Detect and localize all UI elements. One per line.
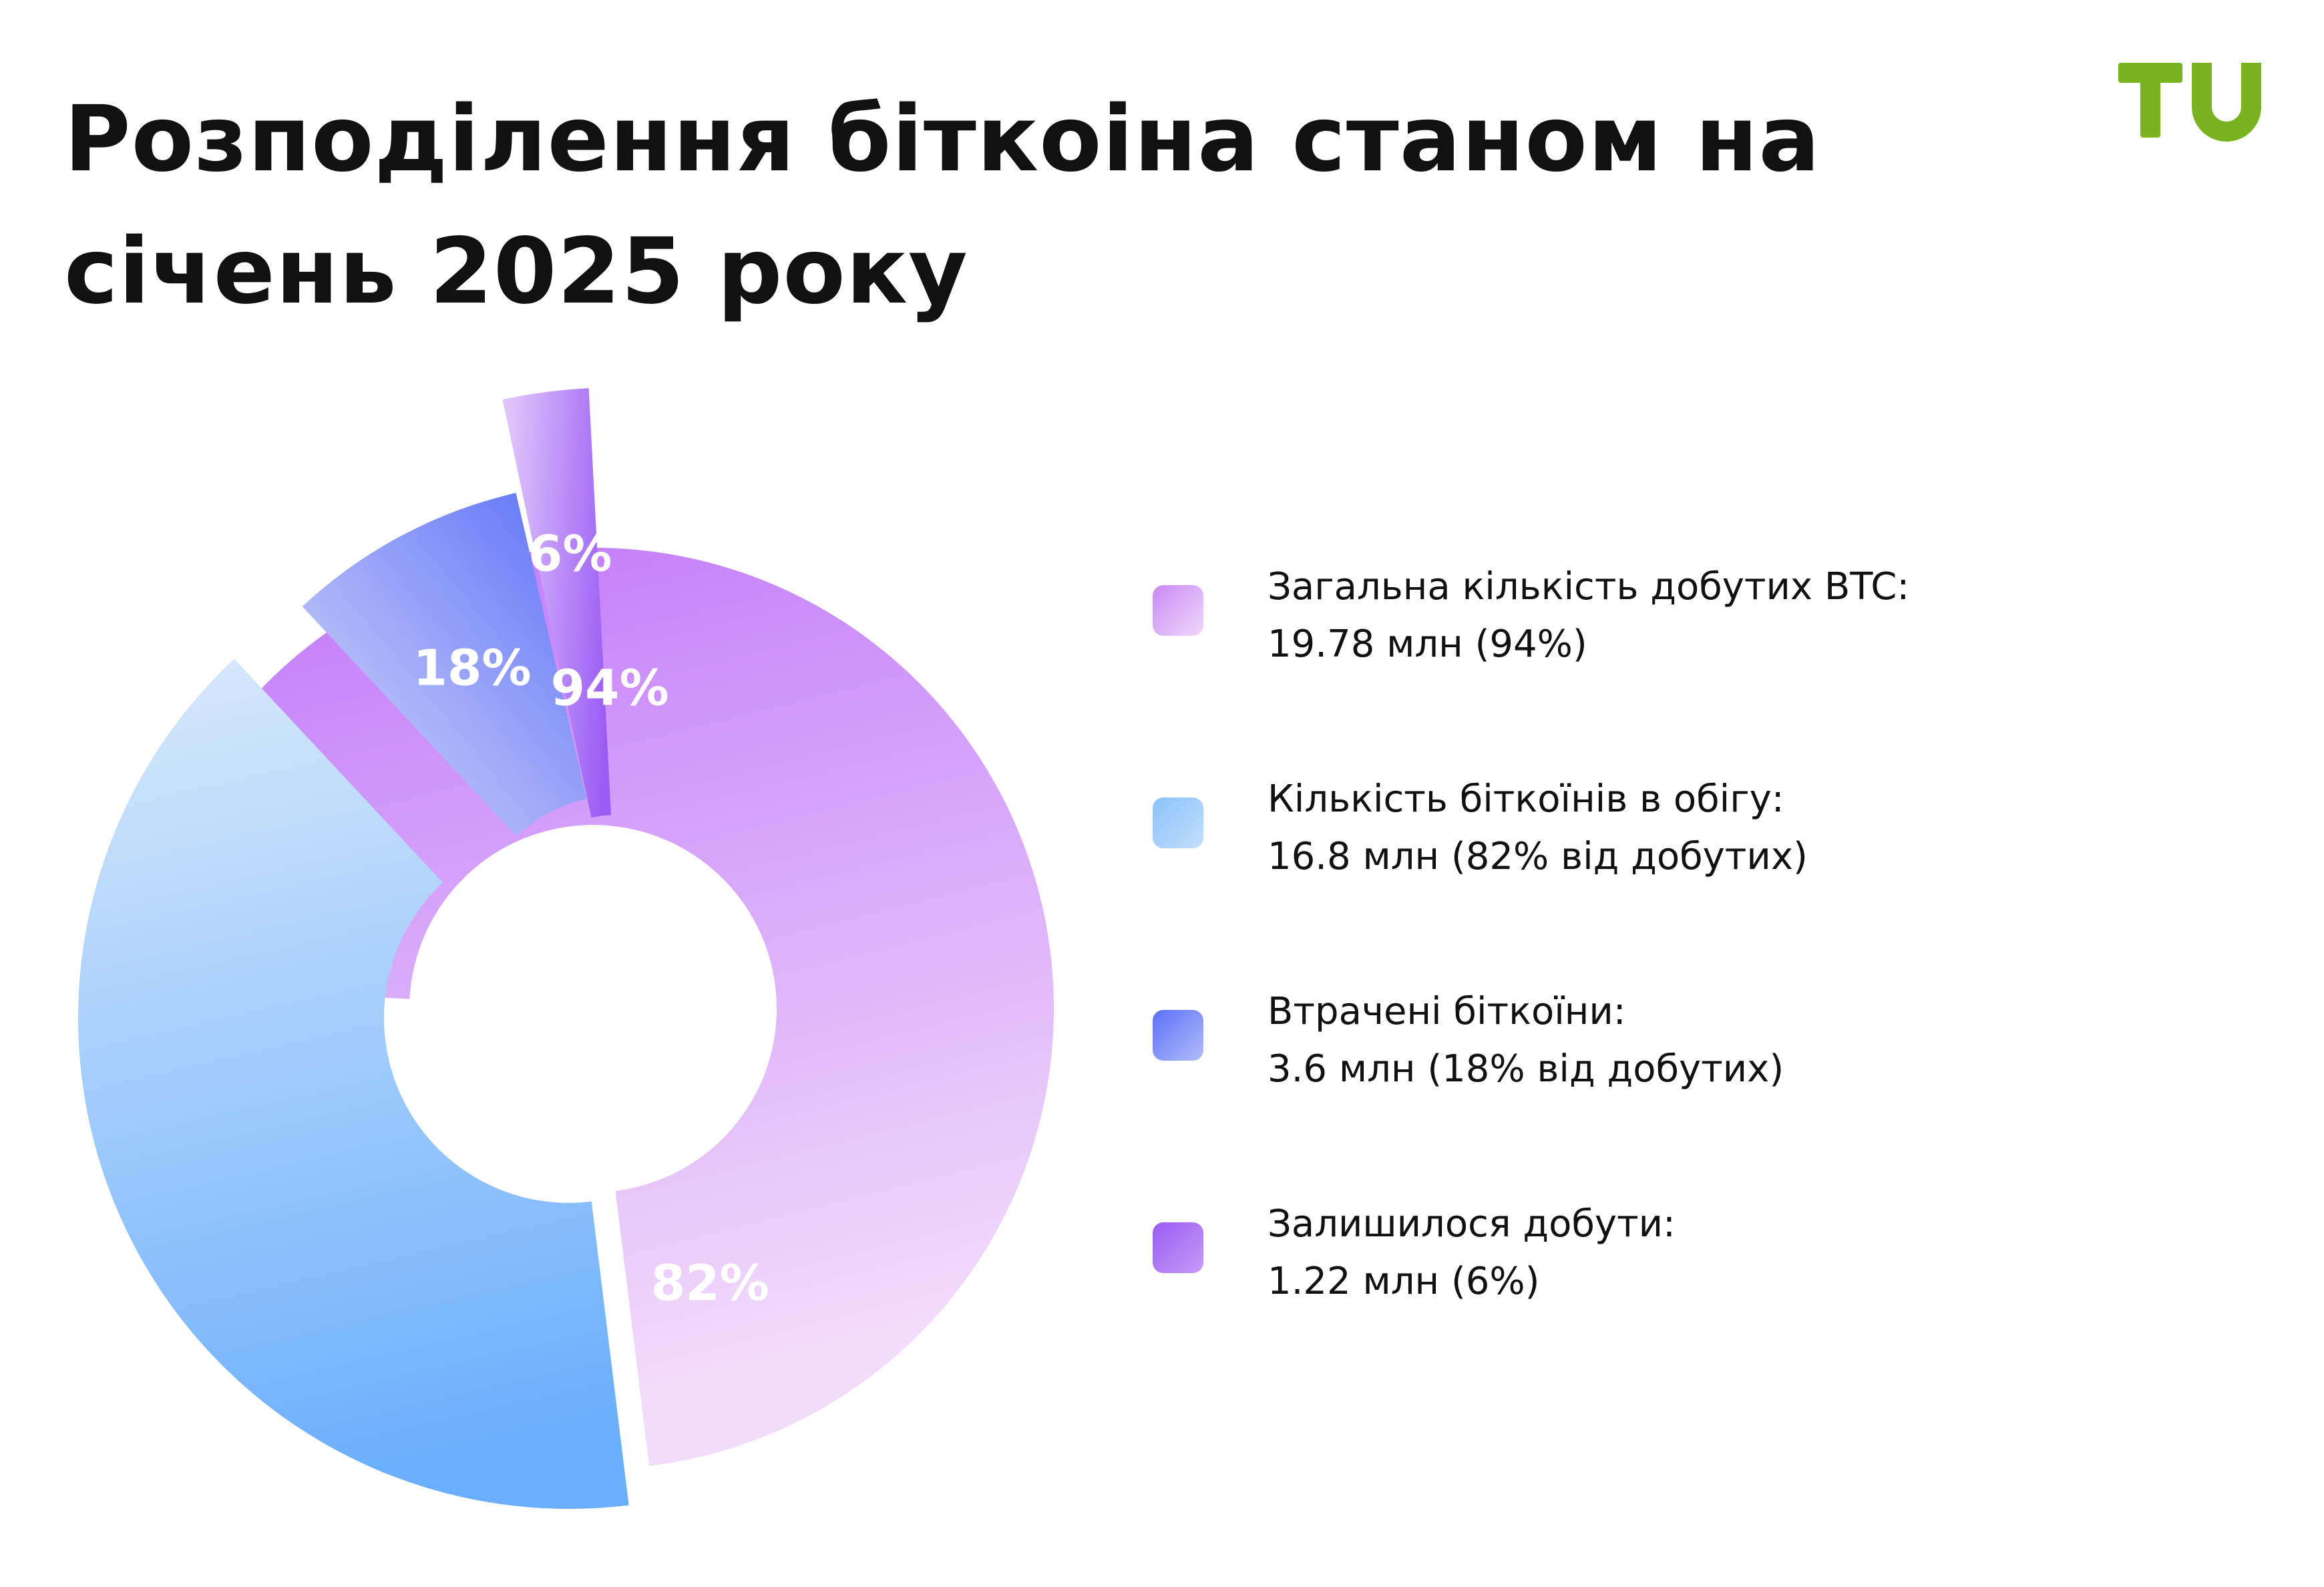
legend-item-circulating: Кількість біткоїнів в обігу: 16.8 млн (8…	[1153, 771, 2248, 983]
slice-circulating	[77, 659, 629, 1509]
chart-legend: Загальна кількість добутих BTC: 19.78 мл…	[1153, 558, 2248, 1408]
legend-label-remaining: Залишилося добути:	[1268, 1202, 1676, 1246]
slice-label-lost: 18%	[413, 640, 531, 697]
legend-label-mined: Загальна кількість добутих BTC:	[1268, 565, 1910, 608]
slice-lost	[302, 492, 587, 836]
slice-label-remaining: 6%	[528, 525, 612, 582]
legend-value-lost: 3.6 млн (18% від добутих)	[1268, 1047, 1784, 1091]
legend-swatch-mined	[1153, 585, 1203, 636]
legend-item-mined: Загальна кількість добутих BTC: 19.78 мл…	[1153, 558, 2248, 771]
legend-value-mined: 19.78 млн (94%)	[1268, 623, 1587, 666]
legend-item-lost: Втрачені біткоїни: 3.6 млн (18% від добу…	[1153, 983, 2248, 1196]
chart-title: Розподілення біткоіна станом на січень 2…	[64, 87, 1821, 325]
tu-logo	[2118, 63, 2261, 142]
logo-u-shape	[2192, 63, 2261, 142]
legend-swatch-remaining	[1153, 1222, 1203, 1273]
slice-label-circulating: 82%	[651, 1254, 769, 1312]
slice-mined	[132, 548, 1054, 1466]
logo-t-stem	[2140, 63, 2160, 138]
slice-remaining	[502, 388, 612, 818]
legend-label-circulating: Кількість біткоїнів в обігу:	[1268, 777, 1784, 821]
legend-value-circulating: 16.8 млн (82% від добутих)	[1268, 835, 1808, 878]
slice-label-mined: 94%	[551, 660, 669, 717]
legend-swatch-lost	[1153, 1010, 1203, 1061]
legend-swatch-circulating	[1153, 798, 1203, 848]
legend-label-lost: Втрачені біткоїни:	[1268, 990, 1626, 1033]
legend-item-remaining: Залишилося добути: 1.22 млн (6%)	[1153, 1196, 2248, 1408]
legend-value-remaining: 1.22 млн (6%)	[1268, 1260, 1540, 1303]
